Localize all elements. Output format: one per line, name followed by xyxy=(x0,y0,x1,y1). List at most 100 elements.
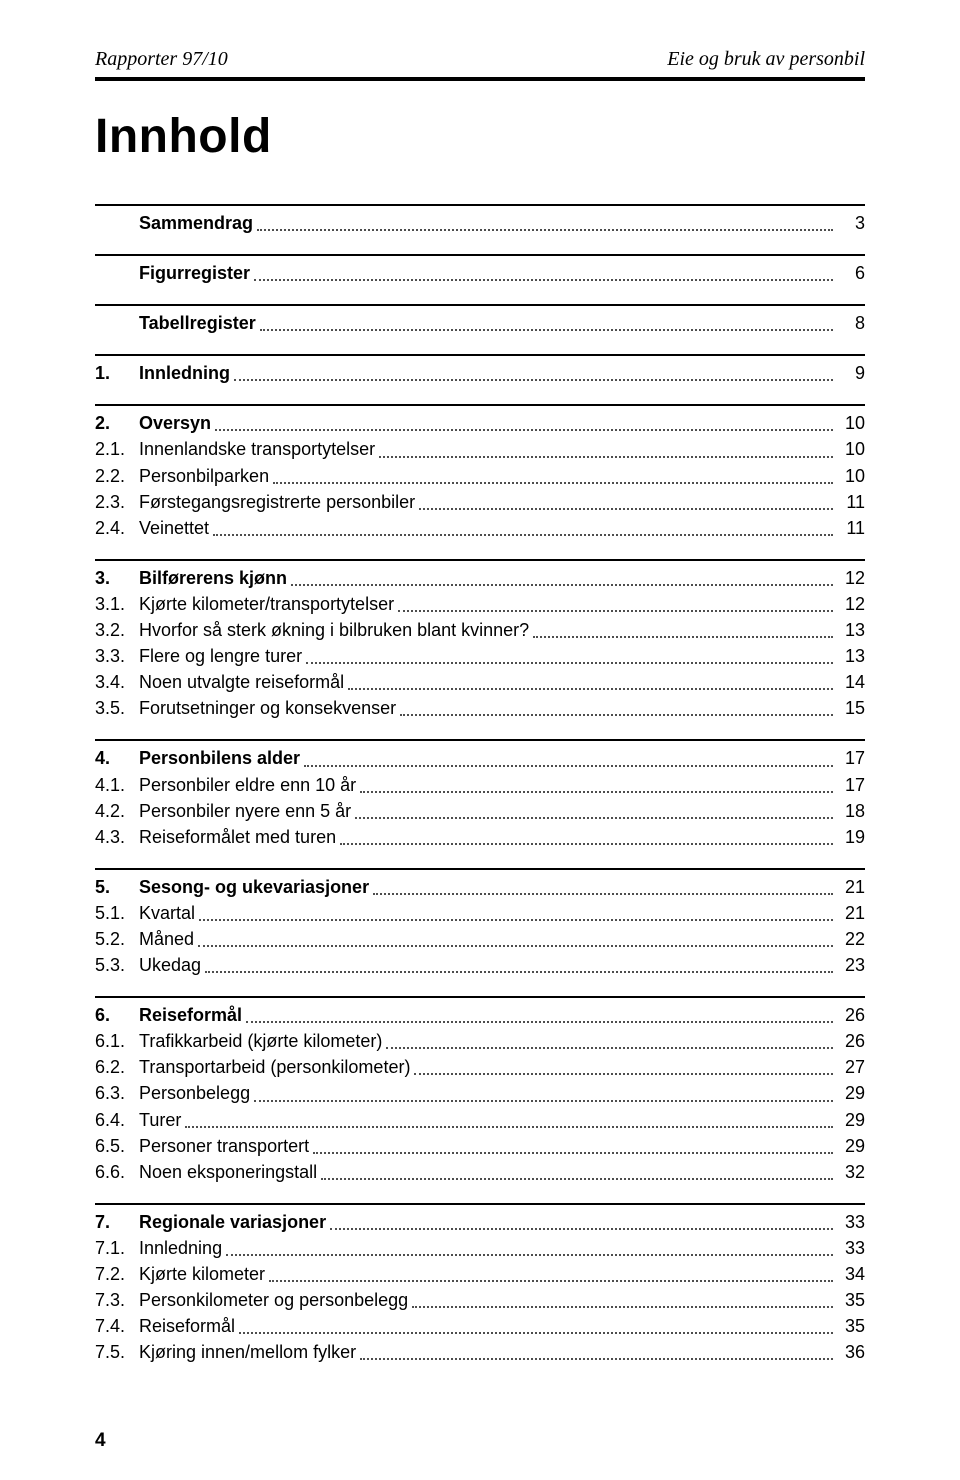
toc-leader xyxy=(321,1178,833,1180)
toc-entry-number: 3.3. xyxy=(95,643,139,669)
toc-line: 6. Reiseformål26 xyxy=(95,1002,865,1028)
toc-line: 5.1. Kvartal21 xyxy=(95,900,865,926)
toc-entry-label: Reiseformål xyxy=(139,1313,235,1339)
toc-section: 3. Bilførerens kjønn123.1. Kjørte kilome… xyxy=(95,559,865,722)
toc-entry-label: Kjørte kilometer xyxy=(139,1261,265,1287)
toc-entry-page: 35 xyxy=(837,1313,865,1339)
toc-leader xyxy=(254,1100,833,1102)
toc-entry-number: 4.1. xyxy=(95,772,139,798)
page-title: Innhold xyxy=(95,109,865,164)
toc-entry-number: 6.1. xyxy=(95,1028,139,1054)
header-left: Rapporter 97/10 xyxy=(95,48,228,71)
toc-line: 7.5. Kjøring innen/mellom fylker36 xyxy=(95,1339,865,1365)
toc-entry-label: Forutsetninger og konsekvenser xyxy=(139,695,396,721)
toc-line: Sammendrag3 xyxy=(95,210,865,236)
toc-section: 7. Regionale variasjoner337.1. Innlednin… xyxy=(95,1203,865,1366)
toc-entry-label: Trafikkarbeid (kjørte kilometer) xyxy=(139,1028,382,1054)
toc-leader xyxy=(246,1021,833,1023)
section-rule xyxy=(95,996,865,998)
toc-line: 4. Personbilens alder17 xyxy=(95,745,865,771)
toc-section: Tabellregister8 xyxy=(95,304,865,336)
toc-entry-number: 5. xyxy=(95,874,139,900)
toc-entry-number: 2.2. xyxy=(95,463,139,489)
toc-leader xyxy=(291,584,833,586)
toc-entry-label: Personbilens alder xyxy=(139,745,300,771)
toc-line: 4.3. Reiseformålet med turen19 xyxy=(95,824,865,850)
toc-line: 6.3. Personbelegg29 xyxy=(95,1080,865,1106)
toc-entry-page: 18 xyxy=(837,798,865,824)
toc-leader xyxy=(419,508,833,510)
page-number: 4 xyxy=(95,1430,106,1452)
toc-entry-label: Veinettet xyxy=(139,515,209,541)
section-rule xyxy=(95,354,865,356)
toc-entry-label: Personbelegg xyxy=(139,1080,250,1106)
toc-line: 1. Innledning9 xyxy=(95,360,865,386)
header-right: Eie og bruk av personbil xyxy=(667,48,865,71)
toc-entry-page: 13 xyxy=(837,643,865,669)
toc-section: 1. Innledning9 xyxy=(95,354,865,386)
toc-entry-page: 17 xyxy=(837,745,865,771)
toc-entry-page: 9 xyxy=(837,360,865,386)
toc-entry-label: Innledning xyxy=(139,1235,222,1261)
toc-entry-label: Figurregister xyxy=(139,260,250,286)
toc-line: Tabellregister8 xyxy=(95,310,865,336)
toc-entry-number: 7.4. xyxy=(95,1313,139,1339)
toc-entry-page: 29 xyxy=(837,1107,865,1133)
toc-entry-label: Personkilometer og personbelegg xyxy=(139,1287,408,1313)
toc-entry-page: 3 xyxy=(837,210,865,236)
toc-line: 5.3. Ukedag23 xyxy=(95,952,865,978)
table-of-contents: Sammendrag3 Figurregister6 Tabellregister8… xyxy=(95,204,865,1365)
toc-entry-page: 35 xyxy=(837,1287,865,1313)
toc-entry-number: 2.3. xyxy=(95,489,139,515)
toc-entry-page: 33 xyxy=(837,1209,865,1235)
section-rule xyxy=(95,739,865,741)
toc-entry-label: Turer xyxy=(139,1107,181,1133)
toc-entry-page: 12 xyxy=(837,565,865,591)
toc-entry-number: 3. xyxy=(95,565,139,591)
toc-entry-page: 36 xyxy=(837,1339,865,1365)
toc-entry-page: 33 xyxy=(837,1235,865,1261)
toc-section: Figurregister6 xyxy=(95,254,865,286)
toc-entry-label: Noen eksponeringstall xyxy=(139,1159,317,1185)
toc-line: 3.2. Hvorfor så sterk økning i bilbruken… xyxy=(95,617,865,643)
toc-entry-number: 4.3. xyxy=(95,824,139,850)
toc-leader xyxy=(340,843,833,845)
toc-leader xyxy=(239,1332,833,1334)
toc-entry-number: 5.2. xyxy=(95,926,139,952)
toc-entry-number: 4.2. xyxy=(95,798,139,824)
toc-entry-label: Innledning xyxy=(139,360,230,386)
toc-leader xyxy=(304,765,833,767)
toc-line: 5. Sesong- og ukevariasjoner21 xyxy=(95,874,865,900)
toc-entry-page: 29 xyxy=(837,1080,865,1106)
toc-line: 2.4. Veinettet11 xyxy=(95,515,865,541)
section-rule xyxy=(95,304,865,306)
toc-entry-number: 7.1. xyxy=(95,1235,139,1261)
toc-entry-page: 12 xyxy=(837,591,865,617)
toc-entry-page: 10 xyxy=(837,463,865,489)
toc-line: 6.5. Personer transportert29 xyxy=(95,1133,865,1159)
toc-section: 5. Sesong- og ukevariasjoner215.1. Kvart… xyxy=(95,868,865,978)
toc-entry-number: 6. xyxy=(95,1002,139,1028)
toc-entry-page: 22 xyxy=(837,926,865,952)
toc-leader xyxy=(360,1358,833,1360)
toc-entry-page: 21 xyxy=(837,900,865,926)
toc-line: 7.4. Reiseformål 35 xyxy=(95,1313,865,1339)
section-rule xyxy=(95,1203,865,1205)
toc-entry-page: 14 xyxy=(837,669,865,695)
header-rule xyxy=(95,77,865,81)
toc-entry-number: 6.2. xyxy=(95,1054,139,1080)
toc-entry-number: 6.4. xyxy=(95,1107,139,1133)
toc-entry-number: 5.1. xyxy=(95,900,139,926)
toc-entry-number: 7.2. xyxy=(95,1261,139,1287)
toc-entry-label: Kjørte kilometer/transportytelser xyxy=(139,591,394,617)
toc-section: Sammendrag3 xyxy=(95,204,865,236)
toc-entry-page: 11 xyxy=(837,489,865,515)
toc-leader xyxy=(360,791,833,793)
toc-entry-number: 3.4. xyxy=(95,669,139,695)
toc-entry-number: 3.5. xyxy=(95,695,139,721)
toc-leader xyxy=(348,688,833,690)
toc-leader xyxy=(412,1306,833,1308)
toc-entry-page: 26 xyxy=(837,1028,865,1054)
running-header: Rapporter 97/10 Eie og bruk av personbil xyxy=(95,48,865,75)
toc-entry-number: 3.2. xyxy=(95,617,139,643)
